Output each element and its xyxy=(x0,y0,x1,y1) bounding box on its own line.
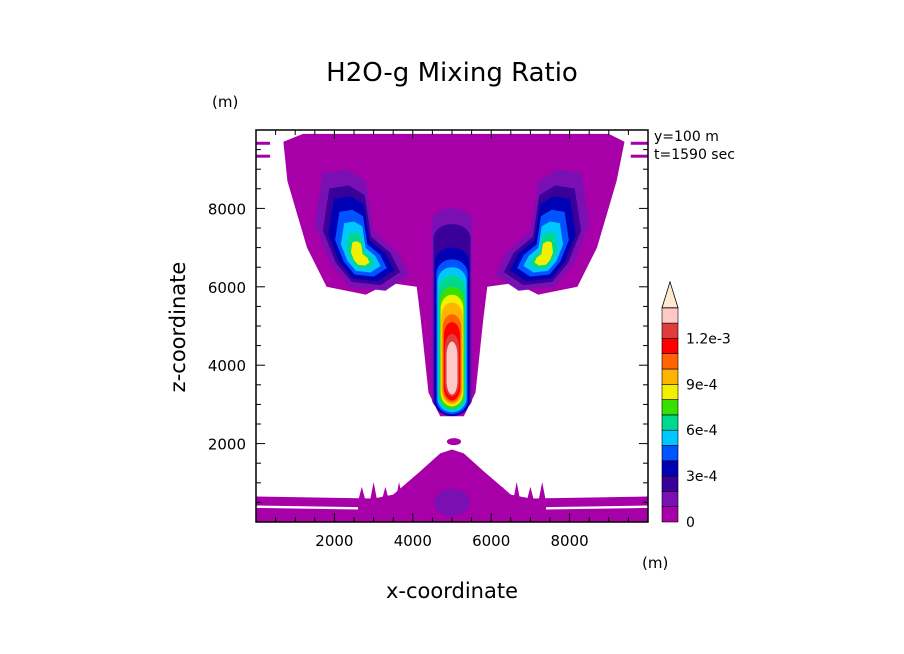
colorbar-swatch xyxy=(661,445,679,462)
lobe-right-level-8 xyxy=(534,241,554,266)
y-axis-label: z-coordinate xyxy=(166,261,190,393)
colorbar-swatch xyxy=(661,322,679,339)
boundary-layer xyxy=(256,449,648,522)
x-tick-label: 6000 xyxy=(472,532,510,550)
mixing-ratio-field xyxy=(256,133,648,522)
field-strip-left-2 xyxy=(256,154,270,158)
x-tick-label: 2000 xyxy=(315,532,353,550)
y-tick-label: 8000 xyxy=(208,200,246,218)
colorbar-swatch xyxy=(661,475,679,492)
annotation-y: y=100 m xyxy=(654,129,719,145)
boundary-spike xyxy=(358,486,366,501)
field-strip-left-1 xyxy=(256,141,270,145)
boundary-spike xyxy=(370,482,378,501)
column-level-13 xyxy=(446,341,458,395)
surface-gap-right xyxy=(546,505,648,510)
colorbar-swatch xyxy=(661,460,679,477)
field-small-blob xyxy=(446,438,462,446)
x-tick-label: 4000 xyxy=(394,532,432,550)
field-strip-right-1 xyxy=(630,141,648,145)
x-axis-label: x-coordinate xyxy=(385,579,518,603)
y-tick-label: 4000 xyxy=(208,357,246,375)
annotation-t: t=1590 sec xyxy=(654,147,735,163)
colorbar-swatch xyxy=(661,368,679,385)
field-strip-right-2 xyxy=(630,154,648,158)
y-tick-label: 2000 xyxy=(208,436,246,454)
colorbar-tick-label: 9e-4 xyxy=(686,377,718,393)
colorbar-swatch xyxy=(661,353,679,370)
boundary-spike xyxy=(538,482,546,501)
y-unit-label: (m) xyxy=(212,93,239,111)
boundary-spike xyxy=(499,486,507,501)
x-unit-label: (m) xyxy=(642,554,669,572)
colorbar-tick-label: 1.2e-3 xyxy=(686,331,731,347)
boundary-spike xyxy=(526,486,534,501)
boundary-spike xyxy=(381,486,389,501)
colorbar-swatch xyxy=(661,399,679,416)
x-tick-label: 8000 xyxy=(551,532,589,550)
colorbar: 0 3e-4 6e-4 9e-4 1.2e-3 xyxy=(661,280,731,531)
colorbar-swatch xyxy=(661,506,679,523)
colorbar-swatch xyxy=(661,491,679,507)
axis-ticks: 2000 4000 6000 8000 2000 4000 6000 8000 xyxy=(208,130,648,550)
colorbar-extend-arrow xyxy=(661,280,679,309)
colorbar-swatch xyxy=(661,307,679,324)
y-tick-label: 6000 xyxy=(208,279,246,297)
colorbar-swatch xyxy=(661,338,679,354)
boundary-spike xyxy=(513,482,521,501)
colorbar-tick-label: 0 xyxy=(686,515,695,531)
boundary-core xyxy=(434,488,470,517)
chart-title: H2O-g Mixing Ratio xyxy=(326,58,578,88)
boundary-spike xyxy=(395,482,403,501)
colorbar-tick-label: 6e-4 xyxy=(686,423,718,439)
colorbar-swatch xyxy=(661,383,679,400)
colorbar-tick-label: 3e-4 xyxy=(686,469,718,485)
lobe-left-level-8 xyxy=(350,241,370,266)
surface-gap-left xyxy=(256,505,358,510)
colorbar-swatch xyxy=(661,429,679,446)
colorbar-swatch xyxy=(661,414,679,431)
